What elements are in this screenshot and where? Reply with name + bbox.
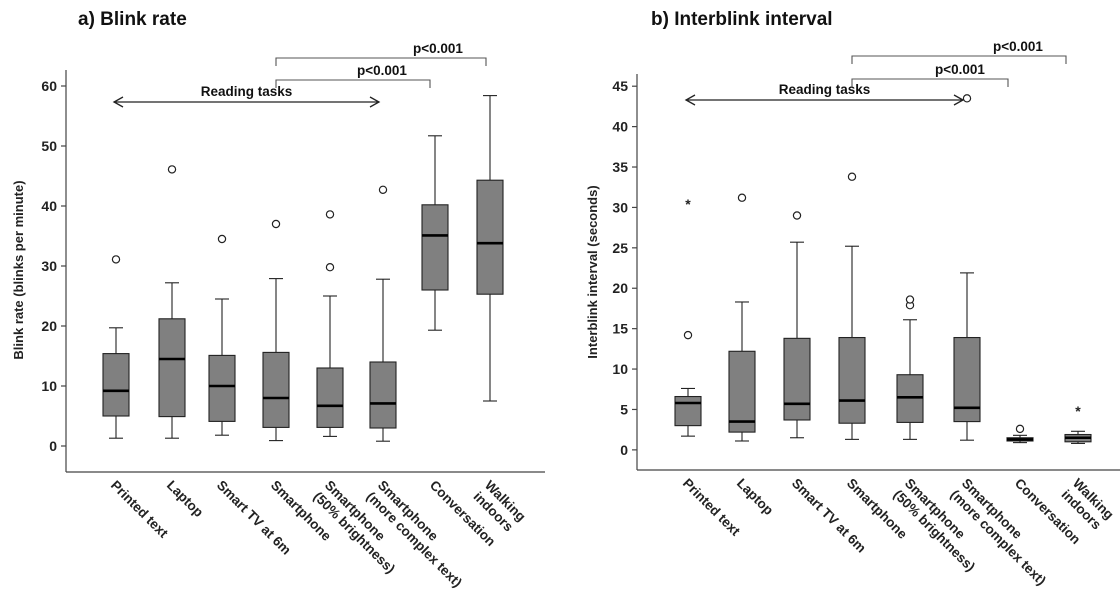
panel-title: b) Interblink interval	[651, 9, 833, 30]
panel-title: a) Blink rate	[78, 9, 187, 30]
y-tick-label: 40	[612, 119, 628, 135]
iqr-box	[421, 204, 449, 291]
significance-bracket: p<0.001	[275, 41, 487, 66]
p-value-label: p<0.001	[413, 41, 463, 56]
significance-bracket: p<0.001	[851, 62, 1009, 87]
y-tick-label: 30	[612, 199, 628, 215]
bracket-line	[851, 78, 1009, 87]
y-tick-label: 0	[620, 442, 628, 458]
reading-tasks-arrow	[684, 94, 965, 106]
box-plot-6	[421, 135, 449, 331]
outlier-point	[847, 172, 857, 181]
bracket-line	[275, 79, 431, 88]
reading-tasks-label: Reading tasks	[779, 82, 871, 97]
box-plot-4	[896, 295, 924, 440]
outlier-point	[1015, 424, 1025, 434]
arrow-head-left	[112, 96, 124, 108]
box-plot-3	[838, 172, 866, 440]
y-tick-label: 10	[612, 361, 628, 377]
box-plot-0: *	[674, 196, 702, 437]
box-plot-3	[262, 219, 290, 442]
box-plot-0	[102, 255, 130, 439]
y-tick-label: 15	[612, 321, 628, 337]
outlier-point	[217, 234, 227, 244]
bracket-line	[851, 55, 1067, 64]
box-plot-1	[728, 193, 756, 442]
iqr-box	[208, 354, 236, 422]
y-tick-label: 20	[612, 280, 628, 296]
y-tick-label: 30	[41, 258, 57, 274]
category-label-line: Laptop	[164, 478, 206, 520]
y-tick-label: 10	[41, 378, 57, 394]
box-plot-1	[158, 165, 186, 439]
p-value-label: p<0.001	[993, 39, 1043, 54]
y-tick-label: 45	[612, 78, 628, 94]
iqr-box	[316, 367, 344, 428]
arrow-head-left	[684, 94, 696, 106]
p-value-label: p<0.001	[357, 63, 407, 78]
box-plot-6	[1006, 424, 1034, 444]
iqr-box	[158, 318, 186, 418]
outlier-point	[792, 211, 802, 220]
y-tick-label: 20	[41, 318, 57, 334]
outlier-point	[325, 263, 335, 272]
bracket-line	[275, 57, 487, 66]
significance-bracket: p<0.001	[851, 39, 1067, 64]
outlier-point	[167, 165, 177, 174]
reading-tasks-arrow	[112, 96, 381, 108]
y-tick-label: 5	[620, 401, 628, 417]
iqr-box	[674, 395, 702, 427]
arrow-head-right	[953, 94, 965, 106]
panel-blink-rate: a) Blink rate 0 10 20 30 40 50 60 Blink rate (bl…	[11, 9, 545, 589]
category-label-line: Laptop	[734, 476, 776, 518]
box-plot-2	[783, 211, 811, 439]
iqr-box	[102, 353, 130, 417]
outlier-point	[325, 210, 335, 219]
iqr-box	[728, 350, 756, 433]
extreme-outlier-marker: *	[1075, 403, 1081, 419]
y-tick-label: 40	[41, 198, 57, 214]
p-value-label: p<0.001	[935, 62, 985, 77]
panel-interblink-interval: b) Interblink interval 0 5 10 15 20 25 30 35 40 45…	[585, 9, 1120, 588]
extreme-outlier-marker: *	[685, 196, 691, 212]
y-axis-title: Interblink interval (seconds)	[585, 185, 600, 358]
box-plot-7	[476, 95, 504, 402]
outlier-point	[683, 330, 693, 340]
y-tick-label: 50	[41, 138, 57, 154]
y-tick-label: 25	[612, 240, 628, 256]
iqr-box	[369, 361, 397, 429]
outlier-point	[905, 295, 915, 304]
category-label: Laptop	[164, 478, 206, 520]
significance-bracket: p<0.001	[275, 63, 431, 88]
category-label: Printed text	[108, 478, 171, 541]
category-label: Laptop	[734, 476, 776, 518]
iqr-box	[783, 337, 811, 421]
iqr-box	[838, 336, 866, 424]
box-plot-5	[369, 185, 397, 442]
reading-tasks-label: Reading tasks	[201, 84, 293, 99]
y-tick-label: 35	[612, 159, 628, 175]
outlier-point	[378, 185, 388, 194]
arrow-head-right	[369, 96, 381, 108]
outlier-point	[111, 255, 121, 264]
box-plot-7: *	[1064, 403, 1092, 444]
outlier-point	[737, 193, 747, 202]
outlier-point	[271, 219, 281, 229]
box-plot-4	[316, 210, 344, 437]
box-plot-5	[953, 94, 981, 441]
outlier-point	[962, 94, 972, 103]
category-label-line: Printed text	[108, 478, 171, 541]
iqr-box	[476, 179, 504, 295]
iqr-box	[262, 351, 290, 428]
y-tick-label: 0	[49, 438, 57, 454]
y-axis-title: Blink rate (blinks per minute)	[11, 180, 26, 359]
y-tick-label: 60	[41, 78, 57, 94]
box-plot-2	[208, 234, 236, 436]
